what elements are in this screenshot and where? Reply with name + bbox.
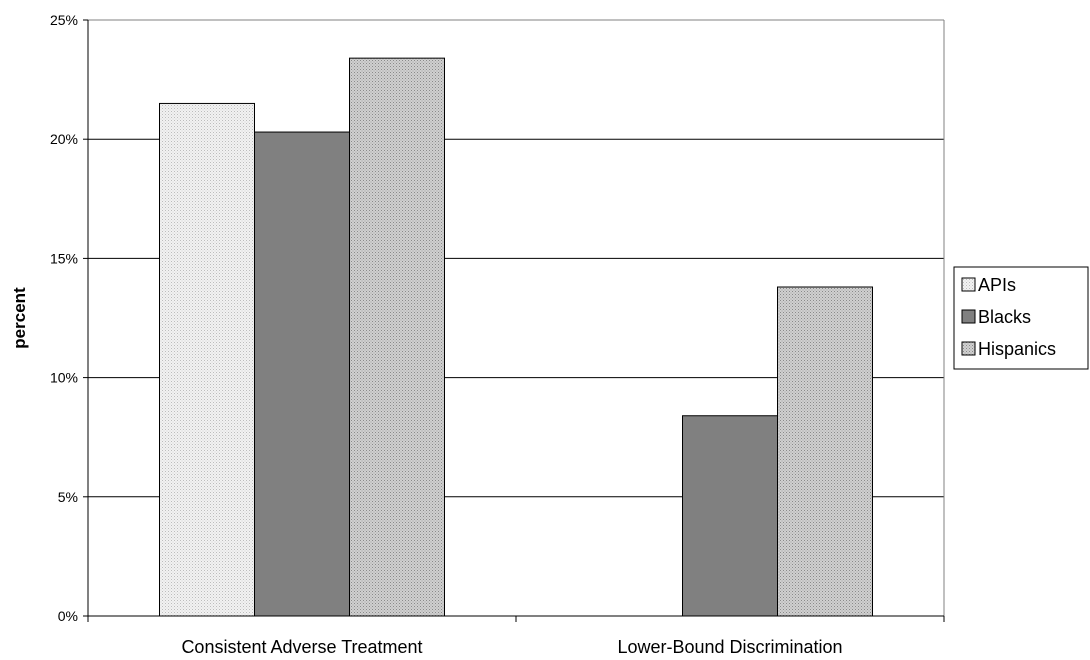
bar-hispanics: [777, 286, 873, 617]
legend-swatch: [961, 309, 976, 324]
bar-apis: [159, 102, 255, 617]
axes: [83, 19, 945, 622]
y-tick-label: 15%: [50, 250, 78, 266]
category-label: Consistent Adverse Treatment: [181, 637, 422, 657]
bar-blacks: [254, 131, 350, 617]
category-label: Lower-Bound Discrimination: [617, 637, 842, 657]
y-axis-title: percent: [10, 287, 29, 349]
y-tick-label: 10%: [50, 370, 78, 386]
bars: [159, 57, 873, 617]
bar-hispanics: [349, 57, 445, 617]
bar-blacks: [682, 415, 778, 617]
legend: APIs Blacks Hispanics: [953, 266, 1089, 370]
y-tick-label: 5%: [58, 489, 78, 505]
category-labels: Consistent Adverse Treatment Lower-Bound …: [181, 637, 842, 657]
legend-swatch: [961, 277, 976, 292]
legend-box: [953, 266, 1089, 370]
y-tick-label: 0%: [58, 608, 78, 624]
legend-label: APIs: [978, 275, 1016, 295]
y-tick-label: 25%: [50, 12, 78, 28]
y-tick-label: 20%: [50, 131, 78, 147]
legend-label: Blacks: [978, 307, 1031, 327]
legend-label: Hispanics: [978, 339, 1056, 359]
legend-swatch: [961, 341, 976, 356]
y-tick-labels: 0% 5% 10% 15% 20% 25%: [50, 12, 78, 624]
